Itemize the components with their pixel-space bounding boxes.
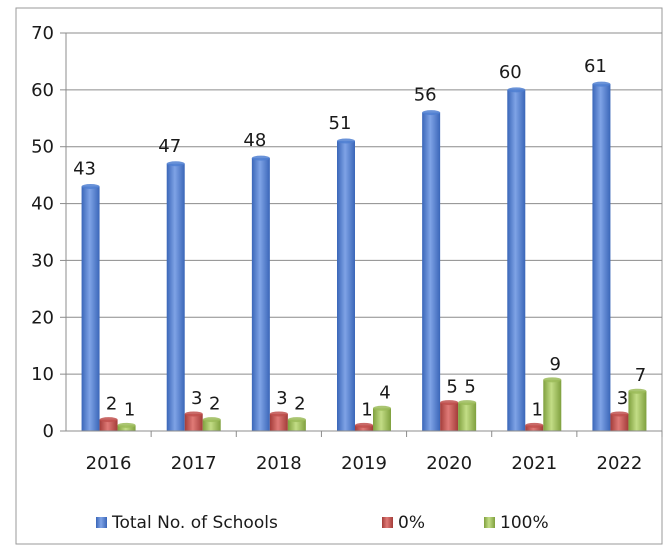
bar-total-2021 (507, 89, 526, 431)
axes: 0 10 20 30 40 50 60 70 2016 2017 2018 2019 2020 2021 2… (31, 23, 663, 474)
bar-zero-pct-2021 (525, 425, 544, 431)
data-label-hundred-pct-2021: 9 (550, 354, 561, 375)
x-tick-label: 2016 (86, 453, 132, 474)
data-label-total-2018: 48 (243, 130, 266, 151)
data-label-hundred-pct-2016: 1 (124, 399, 135, 420)
bar-top-cap (202, 417, 221, 423)
legend-swatch-hundred-pct (484, 517, 495, 528)
data-label-total-2020: 56 (414, 85, 437, 106)
bar-top-cap (166, 161, 185, 167)
legend-swatch-zero-pct (382, 517, 393, 528)
bar-zero-pct-2019 (355, 425, 373, 431)
bar-top-cap (81, 184, 100, 190)
bar-hundred-pct-2019 (373, 408, 391, 431)
bar-top-cap (507, 87, 526, 93)
bar-hundred-pct-2022 (628, 391, 647, 431)
bar-top-cap (251, 155, 270, 161)
bar-total-2022 (592, 84, 611, 432)
data-label-zero-pct-2021: 1 (532, 399, 543, 420)
data-label-zero-pct-2018: 3 (276, 388, 287, 409)
data-label-zero-pct-2020: 5 (446, 377, 457, 398)
bar-top-cap (610, 411, 629, 417)
y-tick-label: 10 (31, 364, 54, 385)
x-tick-label: 2022 (597, 453, 643, 474)
bar-top-cap (99, 417, 118, 423)
bar-total-2016 (81, 186, 100, 431)
bar-total-2017 (166, 163, 185, 431)
bar-zero-pct-2016 (99, 419, 118, 431)
legend-label-zero-pct: 0% (398, 513, 425, 533)
bar-zero-pct-2022 (610, 413, 629, 431)
data-label-hundred-pct-2020: 5 (464, 377, 475, 398)
data-label-zero-pct-2016: 2 (106, 394, 117, 415)
bar-total-2019 (337, 141, 355, 431)
bar-top-cap (458, 400, 477, 406)
data-label-hundred-pct-2017: 2 (209, 394, 220, 415)
bar-hundred-pct-2016 (117, 425, 136, 431)
data-label-hundred-pct-2018: 2 (294, 394, 305, 415)
bar-top-cap (287, 417, 306, 423)
bar-top-cap (525, 422, 544, 428)
y-tick-label: 20 (31, 307, 54, 328)
x-tick-label: 2018 (256, 453, 302, 474)
bar-hundred-pct-2018 (287, 419, 306, 431)
data-label-zero-pct-2022: 3 (617, 388, 628, 409)
legend-label-hundred-pct: 100% (500, 513, 549, 533)
bar-hundred-pct-2021 (543, 379, 562, 431)
data-label-total-2016: 43 (73, 159, 96, 180)
x-tick-label: 2021 (511, 453, 557, 474)
y-tick-label: 60 (31, 80, 54, 101)
bar-hundred-pct-2017 (202, 419, 221, 431)
bar-top-cap (592, 81, 611, 87)
bars (81, 81, 647, 432)
bar-top-cap (117, 422, 136, 428)
data-label-hundred-pct-2022: 7 (635, 365, 646, 386)
data-label-total-2017: 47 (158, 136, 181, 157)
data-label-zero-pct-2019: 1 (361, 399, 372, 420)
y-tick-label: 0 (43, 421, 54, 442)
x-tick-label: 2017 (171, 453, 217, 474)
bar-top-cap (422, 110, 441, 116)
bar-top-cap (184, 411, 203, 417)
bar-top-cap (628, 388, 647, 394)
bar-top-cap (373, 405, 391, 411)
bar-hundred-pct-2020 (458, 402, 477, 431)
x-tick-label: 2019 (341, 453, 387, 474)
bar-zero-pct-2018 (269, 413, 288, 431)
bar-top-cap (337, 138, 355, 144)
data-label-total-2021: 60 (499, 62, 522, 83)
y-tick-label: 40 (31, 194, 54, 215)
x-tick-label: 2020 (426, 453, 472, 474)
legend: Total No. of Schools 0% 100% (96, 513, 549, 533)
data-label-total-2019: 51 (329, 113, 352, 134)
bar-top-cap (440, 400, 459, 406)
legend-label-total: Total No. of Schools (111, 513, 278, 533)
data-label-zero-pct-2017: 3 (191, 388, 202, 409)
bar-top-cap (355, 422, 373, 428)
bar-total-2018 (251, 158, 270, 432)
bar-zero-pct-2017 (184, 413, 203, 431)
bar-zero-pct-2020 (440, 402, 459, 431)
y-tick-label: 50 (31, 137, 54, 158)
bar-top-cap (543, 377, 562, 383)
y-tick-label: 70 (31, 23, 54, 44)
data-label-total-2022: 61 (584, 56, 607, 77)
legend-swatch-total (96, 517, 107, 528)
bar-top-cap (269, 411, 288, 417)
data-label-hundred-pct-2019: 4 (379, 382, 390, 403)
bar-total-2020 (422, 112, 441, 431)
gridlines (66, 32, 662, 375)
y-tick-label: 30 (31, 250, 54, 271)
